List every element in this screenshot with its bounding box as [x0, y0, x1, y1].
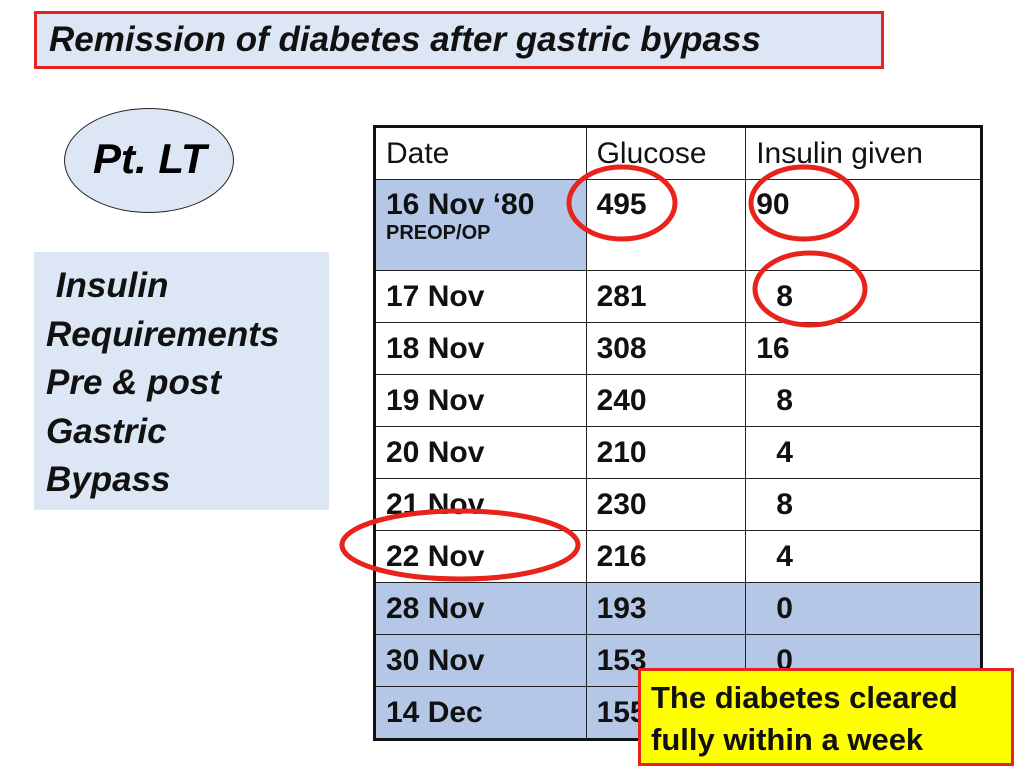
date-cell: 14 Dec: [374, 686, 587, 740]
glucose-cell: 193: [585, 582, 747, 635]
glucose-cell: 230: [585, 478, 747, 531]
table-row: 28 Nov 193 0: [374, 582, 982, 635]
date-cell: 17 Nov: [374, 270, 587, 323]
table-header: Date Glucose Insulin given: [374, 126, 982, 180]
table-row: 19 Nov 240 8: [374, 374, 982, 427]
date-cell: 30 Nov: [374, 634, 587, 687]
date-cell: 21 Nov: [374, 478, 587, 531]
date: 16 Nov ‘80: [386, 188, 535, 221]
insulin-cell: 0: [745, 582, 982, 635]
insulin-cell: 8: [745, 374, 982, 427]
side-text-box: Insulin Requirements Pre & post Gastric …: [34, 252, 329, 510]
slide-title: Remission of diabetes after gastric bypa…: [34, 11, 884, 69]
date-cell: 19 Nov: [374, 374, 587, 427]
glucose-cell: 210: [585, 426, 747, 479]
insulin-cell: 16: [745, 322, 982, 375]
table-row: 16 Nov ‘80 PREOP/OP 495 90: [374, 179, 982, 271]
header-insulin: Insulin given: [745, 126, 982, 180]
table-row: 17 Nov 281 8: [374, 270, 982, 323]
table-row: 22 Nov 216 4: [374, 530, 982, 583]
insulin-cell: 4: [745, 426, 982, 479]
table-row: 18 Nov 308 16: [374, 322, 982, 375]
glucose-insulin-table: Date Glucose Insulin given 16 Nov ‘80 PRE…: [373, 125, 983, 741]
glucose-cell: 281: [585, 270, 747, 323]
insulin-cell: 8: [745, 478, 982, 531]
table-row: 21 Nov 230 8: [374, 478, 982, 531]
insulin-cell: 8: [745, 270, 982, 323]
patient-oval: Pt. LT: [64, 108, 234, 213]
header-glucose: Glucose: [585, 126, 747, 180]
glucose-cell: 240: [585, 374, 747, 427]
date-cell: 20 Nov: [374, 426, 587, 479]
glucose-cell: 216: [585, 530, 747, 583]
glucose-cell: 308: [585, 322, 747, 375]
patient-label: Pt. LT: [93, 135, 207, 182]
header-date: Date: [374, 126, 587, 180]
date-subtext: PREOP/OP: [386, 222, 491, 244]
table-row: 20 Nov 210 4: [374, 426, 982, 479]
glucose-cell: 495: [585, 179, 747, 271]
date-cell: 22 Nov: [374, 530, 587, 583]
date-cell: 28 Nov: [374, 582, 587, 635]
date-cell: 16 Nov ‘80 PREOP/OP: [374, 179, 587, 271]
insulin-cell: 4: [745, 530, 982, 583]
callout-note: The diabetes cleared fully within a week: [638, 668, 1014, 766]
date-cell: 18 Nov: [374, 322, 587, 375]
insulin-cell: 90: [745, 179, 982, 271]
